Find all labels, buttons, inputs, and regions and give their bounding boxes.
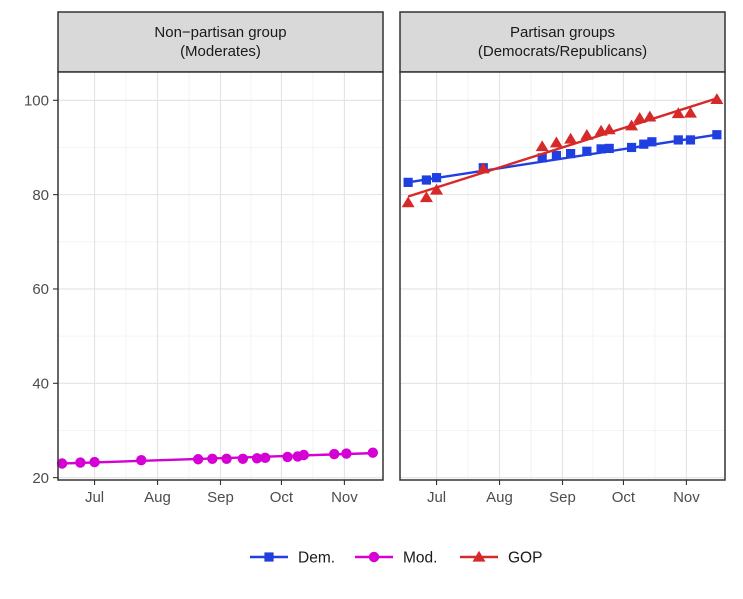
- data-point-triangle: [643, 110, 657, 122]
- x-tick-label: Sep: [207, 489, 234, 506]
- legend-item-dem: Dem.: [250, 550, 335, 567]
- data-point-circle: [341, 448, 352, 459]
- data-point-square: [582, 146, 592, 156]
- data-point-square: [421, 175, 432, 185]
- data-point-square: [604, 143, 614, 154]
- legend-label: Dem.: [298, 550, 335, 567]
- panel-2-strip: Partisan groups (Democrats/Republicans): [399, 11, 726, 73]
- data-point-triangle: [419, 191, 433, 203]
- data-point-circle: [192, 454, 204, 465]
- data-point-square: [431, 173, 442, 183]
- data-point-circle: [259, 452, 271, 464]
- data-point-square: [685, 135, 696, 145]
- data-point-square: [647, 137, 657, 147]
- data-point-triangle: [549, 136, 563, 148]
- data-point-square: [537, 153, 547, 163]
- data-point-circle: [282, 451, 293, 463]
- trend-line: [407, 133, 718, 184]
- x-tick-label: Oct: [270, 489, 294, 506]
- data-point-circle: [56, 458, 68, 469]
- y-tick-label: 60: [32, 281, 49, 298]
- data-point-circle: [136, 454, 147, 466]
- data-point-circle: [237, 453, 249, 464]
- data-point-triangle: [671, 107, 685, 119]
- data-point-square: [551, 150, 562, 161]
- data-point-circle: [89, 456, 100, 468]
- data-point-square: [712, 130, 722, 140]
- panel-1-strip: Non−partisan group (Moderates): [57, 11, 384, 73]
- data-point-triangle: [580, 129, 594, 140]
- data-point-square: [403, 177, 413, 187]
- panel-1-strip-subtitle: (Moderates): [180, 43, 261, 60]
- data-point-circle: [329, 448, 340, 460]
- data-point-triangle: [564, 132, 578, 144]
- legend-label: Mod.: [403, 550, 437, 567]
- x-tick-label: Sep: [549, 489, 576, 506]
- legend-item-mod: Mod.: [355, 550, 437, 567]
- data-point-triangle: [602, 123, 616, 135]
- data-point-circle: [298, 449, 309, 461]
- trend-line: [407, 97, 718, 198]
- data-point-square: [566, 149, 576, 159]
- x-tick-label: Nov: [673, 489, 700, 506]
- data-point-triangle: [472, 550, 486, 562]
- legend-item-gop: GOP: [460, 550, 542, 567]
- data-point-triangle: [430, 183, 444, 195]
- x-tick-label: Aug: [144, 489, 171, 506]
- x-tick-label: Aug: [486, 489, 513, 506]
- data-point-circle: [251, 453, 263, 464]
- legend: Dem. Mod. GOP: [250, 550, 542, 567]
- data-point-square: [639, 139, 649, 149]
- series-gop: [401, 93, 724, 208]
- data-point-circle: [367, 447, 379, 458]
- x-tick-label: Oct: [612, 489, 636, 506]
- data-point-triangle: [710, 93, 724, 105]
- data-point-triangle: [401, 196, 415, 208]
- data-point-circle: [368, 551, 380, 563]
- data-point-square: [626, 142, 637, 153]
- data-point-triangle: [476, 162, 490, 174]
- x-tick-label: Nov: [331, 489, 358, 506]
- y-axis: 20 40 60 80 100: [24, 93, 58, 487]
- y-tick-label: 20: [32, 470, 49, 487]
- data-point-triangle: [535, 140, 549, 152]
- data-point-square: [673, 135, 683, 145]
- data-point-triangle: [625, 119, 639, 131]
- panel-2-strip-title: Partisan groups: [510, 24, 615, 41]
- y-tick-label: 100: [24, 93, 49, 110]
- legend-label: GOP: [508, 550, 542, 567]
- x-tick-label: Jul: [85, 489, 104, 506]
- series-dem: [403, 130, 722, 187]
- data-point-circle: [75, 457, 86, 468]
- data-point-circle: [221, 453, 232, 464]
- y-tick-label: 80: [32, 187, 49, 204]
- data-point-triangle: [683, 106, 697, 118]
- data-point-triangle: [633, 112, 647, 123]
- panel-moderates-plot: Jul Aug Sep Oct Nov: [56, 71, 384, 506]
- panel-1-strip-title: Non−partisan group: [154, 24, 286, 41]
- panel-partisan-plot: Jul Aug Sep Oct Nov: [399, 71, 726, 506]
- data-point-square: [596, 144, 606, 154]
- y-tick-label: 40: [32, 376, 49, 393]
- data-point-circle: [207, 453, 218, 464]
- panel-2-strip-subtitle: (Democrats/Republicans): [478, 43, 647, 60]
- data-point-square: [264, 552, 274, 562]
- x-tick-label: Jul: [427, 489, 446, 506]
- series-mod: [56, 447, 379, 469]
